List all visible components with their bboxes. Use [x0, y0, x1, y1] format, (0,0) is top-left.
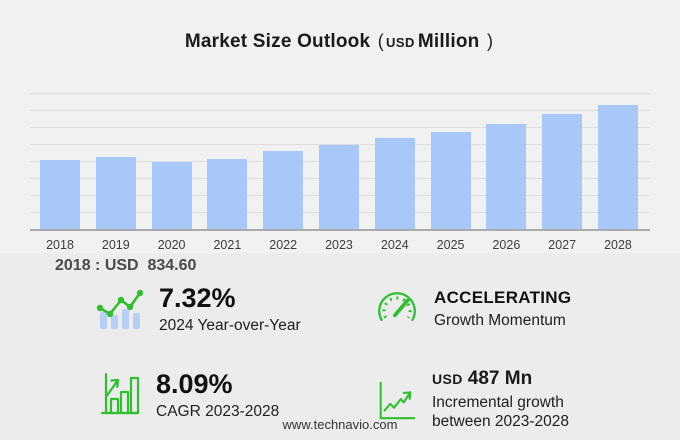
x-tick-2020: 2020: [157, 238, 186, 252]
x-tick-2026: 2026: [492, 238, 521, 252]
incremental-value: USD 487 Mn: [432, 368, 533, 389]
bars-trend-icon: [95, 287, 145, 336]
momentum-value: ACCELERATING: [434, 288, 572, 307]
gridline: [30, 110, 650, 111]
title-paren-open: (: [377, 31, 384, 51]
bar-2028: [597, 104, 638, 229]
title-main: Market Size Outlook: [184, 31, 371, 52]
bar-2019: [95, 157, 136, 229]
gridline: [30, 144, 650, 145]
momentum-label: Growth Momentum: [434, 312, 566, 329]
x-tick-2019: 2019: [101, 238, 130, 252]
incremental-currency: USD: [432, 371, 463, 387]
gridline: [30, 93, 650, 94]
bar-2026: [486, 124, 527, 229]
yoy-value: 7.32%: [159, 283, 236, 313]
stat-cagr: 8.09% CAGR 2023-2028: [98, 369, 280, 423]
bar-group-2023: 2023: [318, 93, 359, 252]
bar-group-2022: 2022: [263, 93, 304, 252]
bar-2025: [430, 131, 471, 229]
source-url: www.technavio.com: [282, 417, 398, 432]
x-tick-2018: 2018: [46, 238, 74, 252]
bar-growth-icon: [98, 370, 142, 423]
cagr-value: 8.09%: [156, 369, 233, 399]
bar-group-2019: 2019: [95, 93, 136, 252]
x-tick-2027: 2027: [548, 238, 577, 252]
stat-momentum: ACCELERATING Growth Momentum: [374, 288, 571, 335]
yoy-label: 2024 Year-over-Year: [159, 317, 301, 335]
title-unit: Million: [417, 31, 480, 52]
bar-group-2021: 2021: [207, 93, 248, 252]
title-paren-close: ): [486, 31, 494, 51]
x-tick-2023: 2023: [325, 238, 353, 252]
gridline: [30, 127, 650, 128]
x-tick-2021: 2021: [213, 238, 242, 252]
bar-chart: 2018 2019 2020 2021 2022 2023 2024 2025 2026 2027…: [30, 93, 650, 252]
bar-2023: [318, 144, 359, 229]
cagr-label: CAGR 2023-2028: [156, 403, 280, 421]
incremental-label: Incremental growth between 2023-2028: [432, 394, 570, 431]
stat-incremental: USD 487 Mn Incremental growth between 202…: [374, 368, 607, 432]
bar-2021: [207, 158, 248, 229]
bar-group-2026: 2026: [486, 93, 527, 252]
bar-group-2028: 2028: [597, 93, 638, 252]
stat-yoy: 7.32% 2024 Year-over-Year: [95, 283, 301, 336]
x-tick-2024: 2024: [380, 238, 409, 252]
page-title: Market Size Outlook (USD Million ): [0, 31, 680, 53]
bar-group-2025: 2025: [430, 93, 471, 252]
x-tick-2022: 2022: [269, 238, 298, 252]
gauge-icon: [374, 288, 420, 335]
bar-group-2027: 2027: [542, 93, 583, 252]
base-year-annotation: 2018 : USD 834.60: [55, 257, 197, 274]
bar-2018: [40, 160, 80, 229]
bar-group-2020: 2020: [151, 93, 192, 252]
chart-bars: 2018 2019 2020 2021 2022 2023 2024 2025 2026 2027…: [30, 93, 650, 252]
bar-group-2018: 2018: [40, 93, 80, 252]
bar-2020: [151, 161, 192, 229]
x-axis-line: [30, 229, 650, 231]
bar-2027: [542, 114, 583, 229]
bar-2024: [374, 138, 415, 229]
title-unit-currency: USD: [385, 35, 415, 50]
x-tick-2025: 2025: [436, 238, 465, 252]
line-growth-icon: [374, 378, 418, 429]
bar-group-2024: 2024: [374, 93, 415, 252]
x-tick-2028: 2028: [604, 238, 632, 252]
bar-2022: [263, 151, 304, 229]
